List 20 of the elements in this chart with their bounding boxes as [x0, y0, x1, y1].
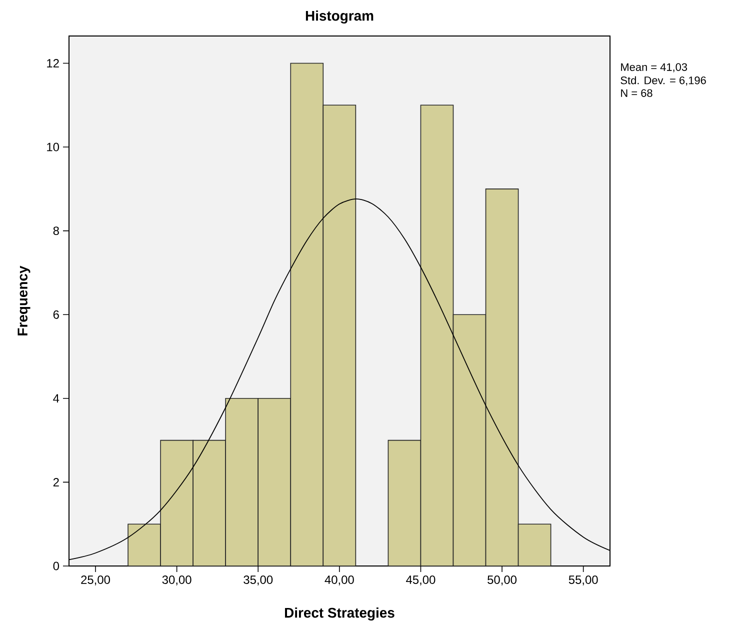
x-tick-label: 30,00	[162, 576, 192, 586]
y-tick-label: 2	[53, 478, 59, 486]
y-tick-label: 6	[53, 310, 59, 319]
x-tick-label: 55,00	[568, 576, 598, 586]
y-tick-label: 8	[53, 226, 59, 236]
y-tick-label: 4	[53, 394, 60, 403]
text: N = 68	[621, 89, 652, 97]
y-axis-title: Frequency	[18, 266, 30, 336]
x-tick-label: 45,00	[406, 576, 436, 586]
y-tick-label: 12	[47, 59, 59, 68]
x-tick-label: 50,00	[488, 576, 517, 586]
x-tick-label: 40,00	[324, 576, 354, 586]
x-tick-label: 35,00	[244, 576, 273, 586]
text: Std. Dev. = 6,196	[620, 76, 706, 86]
text: Mean = 41,03	[621, 63, 688, 72]
y-tick-label: 10	[47, 142, 60, 152]
chart-title: Histogram	[306, 10, 374, 24]
y-tick-label: 0	[53, 562, 60, 570]
x-axis-title: Direct Strategies	[285, 607, 394, 621]
x-tick-label: 25,00	[81, 576, 110, 586]
